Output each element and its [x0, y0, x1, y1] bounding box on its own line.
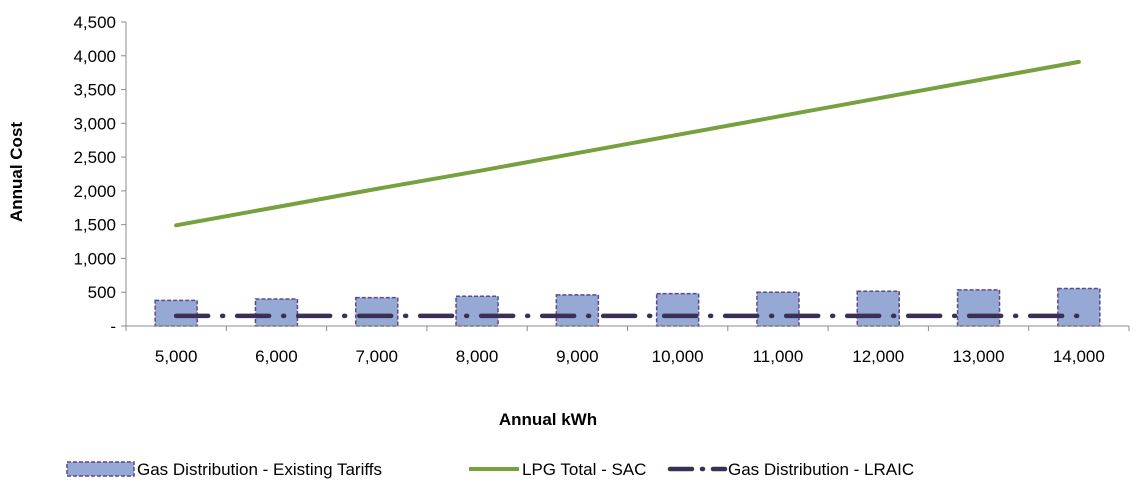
legend-swatch-existing-tariffs [66, 461, 135, 477]
x-tick-label: 6,000 [255, 347, 298, 366]
x-tick-label: 7,000 [355, 347, 398, 366]
bar-existing-tariffs [355, 296, 399, 327]
y-tick-label: - [110, 317, 116, 336]
legend-label: Gas Distribution - LRAIC [728, 460, 914, 479]
x-tick-label: 13,000 [953, 347, 1005, 366]
bar-existing-tariffs [756, 291, 800, 327]
y-tick-label: 4,000 [73, 47, 116, 66]
y-axis-title: Annual Cost [7, 122, 26, 222]
y-tick-label: 500 [88, 283, 116, 302]
y-tick-label: 1,000 [73, 249, 116, 268]
legend-label: LPG Total - SAC [522, 460, 646, 479]
bar-existing-tariffs [856, 290, 900, 327]
y-tick-label: 1,500 [73, 216, 116, 235]
legend: Gas Distribution - Existing Tariffs LPG T… [66, 460, 914, 479]
y-tick-label: 3,000 [73, 114, 116, 133]
x-tick-label: 12,000 [852, 347, 904, 366]
legend-label: Gas Distribution - Existing Tariffs [137, 460, 382, 479]
x-tick-label: 10,000 [652, 347, 704, 366]
bar-existing-tariffs [555, 294, 600, 327]
bar-existing-tariffs [1057, 287, 1101, 327]
axes: - 500 1,000 1,500 2,000 2,500 3,000 3,500 4,000 4… [73, 13, 1130, 366]
x-tick-label: 11,000 [753, 347, 804, 366]
x-tick-label: 14,000 [1053, 347, 1105, 366]
x-axis-title: Annual kWh [499, 410, 597, 429]
y-tick-label: 4,500 [73, 13, 116, 32]
x-tick-label: 9,000 [556, 347, 599, 366]
x-tick-label: 8,000 [456, 347, 499, 366]
bar-existing-tariffs [956, 289, 1001, 327]
bar-existing-tariffs [154, 299, 198, 327]
bar-existing-tariffs [254, 298, 299, 327]
plot-area [154, 59, 1101, 327]
x-tick-label: 5,000 [155, 347, 198, 366]
y-tick-label: 2,500 [73, 148, 116, 167]
y-tick-label: 2,000 [73, 182, 116, 201]
line-series-lpg-total [174, 59, 1081, 228]
bar-existing-tariffs [455, 295, 499, 327]
bar-existing-tariffs [655, 292, 700, 327]
y-tick-label: 3,500 [73, 81, 116, 100]
